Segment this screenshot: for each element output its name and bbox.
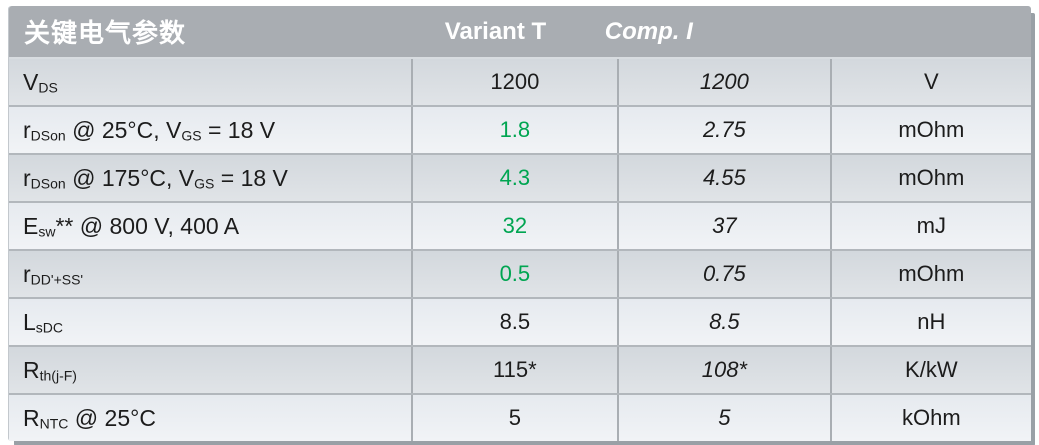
- label-subscript: NTC: [39, 415, 69, 432]
- comp-i-value: 4.55: [617, 155, 830, 201]
- unit-value: mJ: [829, 203, 1031, 249]
- label-text: R: [23, 356, 40, 383]
- label-subscript: th(j-F): [39, 367, 77, 384]
- unit-value: kOhm: [829, 395, 1031, 441]
- table-title: 关键电气参数: [24, 19, 187, 49]
- label-text: = 18 V: [214, 164, 288, 191]
- param-label: R NTC @ 25°C: [9, 395, 411, 441]
- label-subscript: DS: [38, 79, 58, 96]
- comp-i-value: 1200: [617, 59, 830, 105]
- unit-value: nH: [829, 299, 1031, 345]
- param-label: V DS: [9, 59, 411, 105]
- variant-t-value: 5: [410, 395, 617, 441]
- variant-t-value: 115*: [410, 347, 617, 393]
- variant-t-value: 32: [410, 203, 617, 249]
- unit-value: mOhm: [829, 155, 1031, 201]
- unit-value: K/kW: [829, 347, 1031, 393]
- comp-i-value: 108*: [617, 347, 830, 393]
- label-text: E: [23, 212, 39, 239]
- variant-t-value: 1.8: [410, 107, 617, 153]
- comp-i-value: 5: [617, 395, 830, 441]
- table-row: r DD'+SS' 0.5 0.75 mOhm: [9, 249, 1031, 297]
- label-text: r: [23, 260, 31, 287]
- variant-t-value: 4.3: [410, 155, 617, 201]
- table-row: V DS 1200 1200 V: [9, 57, 1031, 105]
- unit-value: V: [829, 59, 1031, 105]
- comp-i-value: 8.5: [617, 299, 830, 345]
- param-label: r DSon @ 25°C, V GS = 18 V: [9, 107, 411, 153]
- label-text: V: [23, 68, 39, 95]
- label-text: r: [23, 164, 31, 191]
- comp-i-value: 37: [617, 203, 830, 249]
- label-text: R: [23, 404, 40, 431]
- label-text: ** @ 800 V, 400 A: [55, 212, 240, 239]
- label-text: = 18 V: [201, 116, 276, 143]
- column-header-variant-t: Variant T: [444, 17, 547, 45]
- parameters-table: 关键电气参数 Variant T Comp. I V DS 1200 1200 V…: [8, 6, 1031, 441]
- label-subscript: DSon: [30, 127, 66, 144]
- table-row: R NTC @ 25°C 5 5 kOhm: [9, 393, 1031, 441]
- param-label: r DD'+SS': [9, 251, 411, 297]
- label-subscript: sDC: [35, 319, 64, 336]
- label-text: @ 175°C, V: [65, 164, 195, 191]
- comp-i-value: 2.75: [617, 107, 830, 153]
- unit-value: mOhm: [829, 251, 1031, 297]
- variant-t-value: 8.5: [410, 299, 617, 345]
- label-subscript: sw: [38, 223, 56, 240]
- table-row: r DSon @ 25°C, V GS = 18 V 1.8 2.75 mOhm: [9, 105, 1031, 153]
- label-text: @ 25°C, V: [65, 116, 182, 143]
- label-subscript: DD'+SS': [30, 271, 84, 288]
- label-text: @ 25°C: [68, 404, 156, 431]
- label-text: L: [23, 308, 36, 335]
- comp-i-value: 0.75: [617, 251, 830, 297]
- column-header-comp-i: Comp. I: [604, 17, 693, 45]
- label-subscript: GS: [181, 127, 202, 144]
- table-body: V DS 1200 1200 V r DSon @ 25°C, V GS = 18 V…: [9, 57, 1031, 441]
- unit-value: mOhm: [829, 107, 1031, 153]
- variant-t-value: 1200: [410, 59, 617, 105]
- param-label: r DSon @ 175°C, V GS = 18 V: [9, 155, 411, 201]
- label-subscript: GS: [194, 175, 215, 192]
- label-text: r: [23, 116, 31, 143]
- variant-t-value: 0.5: [410, 251, 617, 297]
- label-subscript: DSon: [30, 175, 66, 192]
- table-row: r DSon @ 175°C, V GS = 18 V 4.3 4.55 mOhm: [9, 153, 1031, 201]
- table-header-row: 关键电气参数 Variant T Comp. I: [9, 6, 1031, 57]
